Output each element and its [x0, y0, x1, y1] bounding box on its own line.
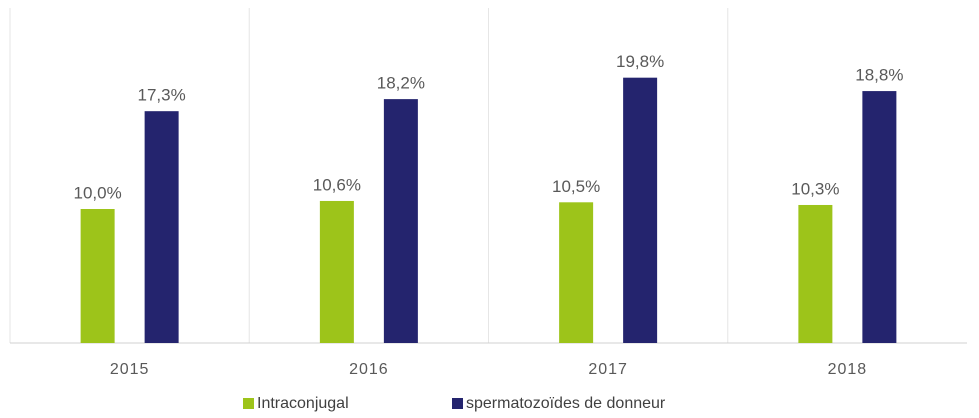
bar [319, 200, 354, 343]
value-label: 17,3% [138, 86, 186, 105]
legend-swatch [243, 398, 254, 409]
x-tick-label: 2017 [588, 361, 628, 378]
legend-label: spermatozoïdes de donneur [466, 395, 666, 412]
legend-swatch [452, 398, 463, 409]
bar [383, 99, 418, 344]
value-label: 10,5% [552, 177, 600, 196]
legend-label: Intraconjugal [257, 395, 349, 412]
bar [559, 202, 594, 343]
bar [798, 204, 833, 343]
x-tick-label: 2015 [110, 361, 150, 378]
bar [80, 209, 115, 343]
value-label: 10,0% [74, 183, 122, 202]
bar [623, 77, 658, 344]
x-tick-label: 2018 [828, 361, 868, 378]
bar [144, 111, 179, 344]
x-tick-label: 2016 [349, 361, 389, 378]
value-label: 10,3% [791, 179, 839, 198]
value-label: 19,8% [616, 52, 664, 71]
bar [862, 91, 897, 343]
value-label: 18,8% [855, 66, 903, 85]
value-label: 10,6% [313, 175, 361, 194]
value-label: 18,2% [377, 74, 425, 93]
